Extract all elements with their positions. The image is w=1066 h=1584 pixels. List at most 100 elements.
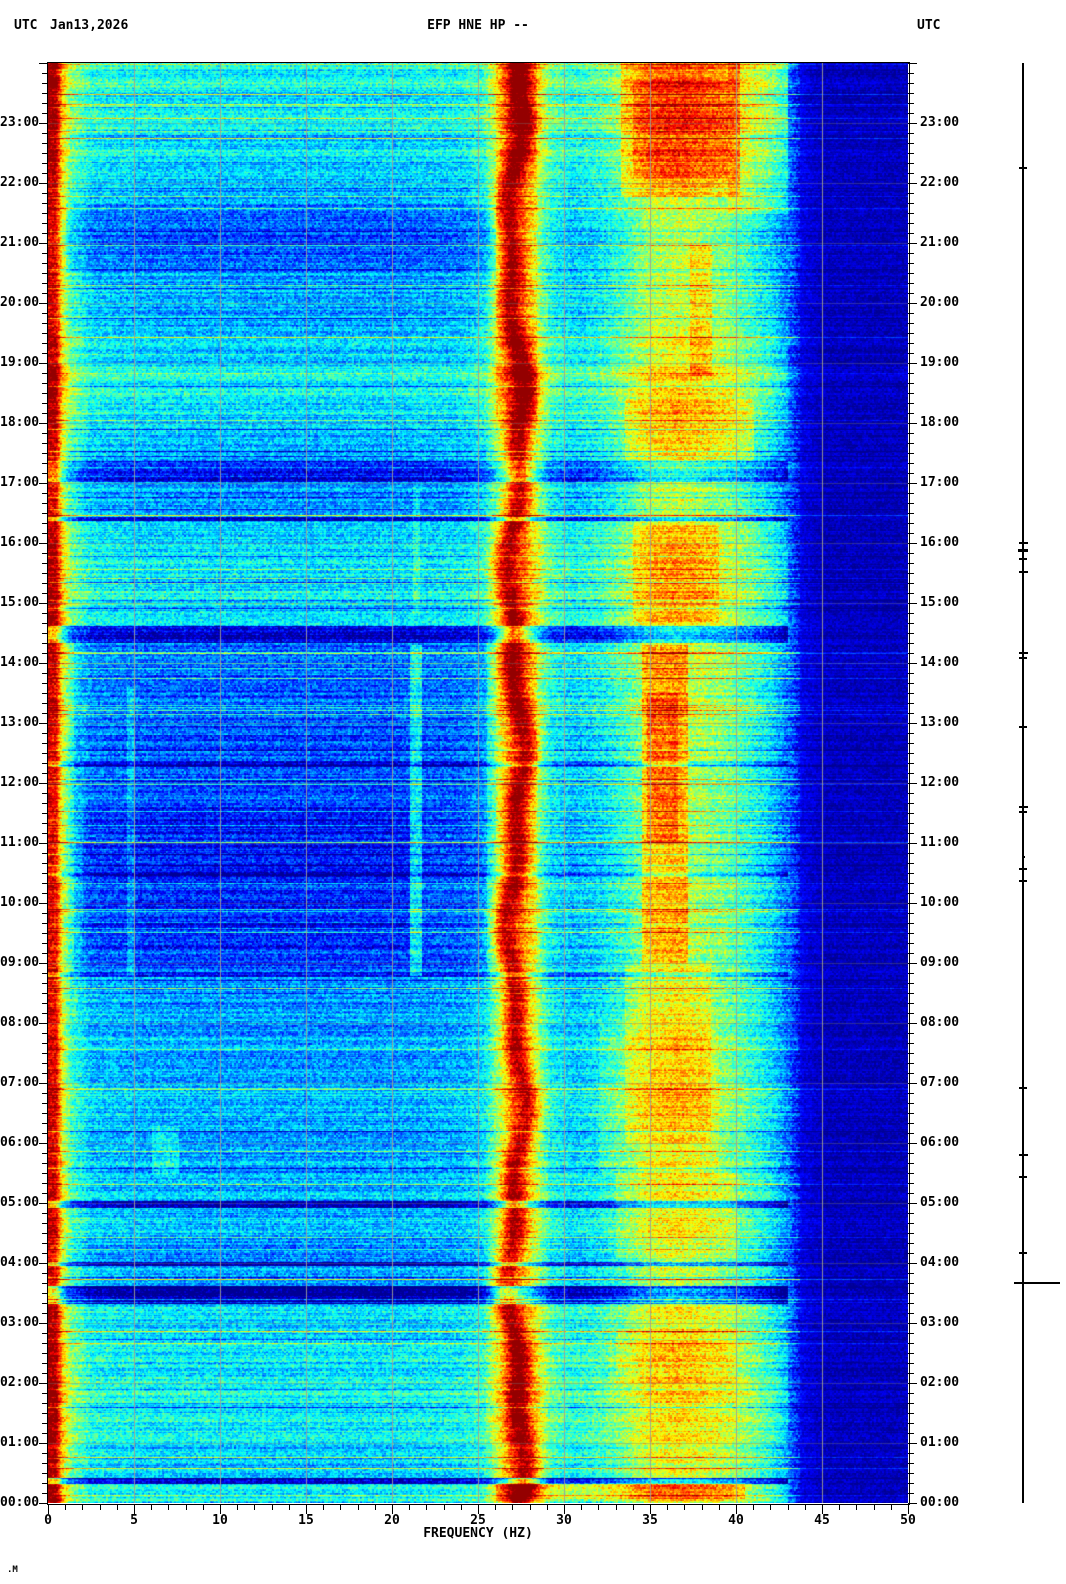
y-minor-tick [42, 793, 48, 794]
x-minor-tick [701, 1504, 703, 1510]
y-major-tick [39, 1443, 48, 1444]
y-minor-tick [908, 153, 914, 154]
y-minor-tick [42, 103, 48, 104]
x-minor-tick [168, 1504, 170, 1510]
y-minor-tick [908, 703, 914, 704]
y-minor-tick [908, 413, 914, 414]
x-minor-tick [546, 1504, 548, 1510]
x-minor-tick [598, 1504, 600, 1510]
event-tick [1019, 558, 1027, 561]
hour-label-left: 03:00 [0, 1315, 40, 1330]
y-minor-tick [908, 523, 914, 524]
x-minor-tick [581, 1504, 583, 1510]
hour-label-right: 10:00 [920, 895, 960, 910]
x-major-tick [392, 1504, 393, 1514]
y-minor-tick [908, 653, 914, 654]
x-minor-tick [512, 1504, 514, 1510]
y-minor-tick [908, 873, 914, 874]
y-minor-tick [908, 1473, 914, 1474]
y-minor-tick [42, 833, 48, 834]
y-major-tick [908, 903, 917, 904]
y-minor-tick [908, 713, 914, 714]
y-minor-tick [908, 733, 914, 734]
y-minor-tick [42, 1183, 48, 1184]
y-major-tick [39, 1323, 48, 1324]
y-major-tick [39, 603, 48, 604]
x-minor-tick [529, 1504, 531, 1510]
y-minor-tick [908, 403, 914, 404]
hour-label-right: 12:00 [920, 775, 960, 790]
hour-label-left: 01:00 [0, 1435, 40, 1450]
y-minor-tick [908, 73, 914, 74]
y-minor-tick [908, 1373, 914, 1374]
y-minor-tick [42, 83, 48, 84]
y-minor-tick [42, 813, 48, 814]
y-minor-tick [42, 193, 48, 194]
hour-label-left: 20:00 [0, 295, 40, 310]
x-tick-label: 10 [212, 1513, 228, 1528]
y-minor-tick [42, 1213, 48, 1214]
event-tick [1019, 811, 1027, 814]
y-minor-tick [42, 623, 48, 624]
y-minor-tick [908, 1093, 914, 1094]
y-major-tick [908, 1323, 917, 1324]
hour-label-left: 13:00 [0, 715, 40, 730]
y-minor-tick [42, 993, 48, 994]
y-minor-tick [42, 353, 48, 354]
y-minor-tick [908, 883, 914, 884]
y-minor-tick [42, 1473, 48, 1474]
y-minor-tick [908, 273, 914, 274]
y-minor-tick [908, 433, 914, 434]
y-minor-tick [42, 173, 48, 174]
y-minor-tick [908, 1043, 914, 1044]
hour-label-right: 05:00 [920, 1195, 960, 1210]
hour-label-left: 07:00 [0, 1075, 40, 1090]
y-minor-tick [908, 293, 914, 294]
y-major-tick [908, 423, 917, 424]
x-minor-tick [116, 1504, 118, 1510]
y-minor-tick [908, 373, 914, 374]
y-minor-tick [42, 573, 48, 574]
hour-label-left: 05:00 [0, 1195, 40, 1210]
y-minor-tick [908, 693, 914, 694]
y-minor-tick [42, 703, 48, 704]
y-minor-tick [42, 673, 48, 674]
x-minor-tick [839, 1504, 841, 1510]
y-minor-tick [42, 1303, 48, 1304]
event-tick [1019, 1251, 1027, 1254]
x-minor-tick [202, 1504, 204, 1510]
y-major-tick [908, 183, 917, 184]
y-minor-tick [908, 253, 914, 254]
hour-label-left: 19:00 [0, 355, 40, 370]
hour-label-left: 17:00 [0, 475, 40, 490]
x-minor-tick [615, 1504, 617, 1510]
hour-label-right: 04:00 [920, 1255, 960, 1270]
x-tick-label: 0 [44, 1513, 52, 1528]
y-major-tick [908, 123, 917, 124]
y-minor-tick [42, 613, 48, 614]
y-minor-tick [42, 593, 48, 594]
y-minor-tick [42, 1233, 48, 1234]
y-minor-tick [42, 233, 48, 234]
x-tick-label: 15 [298, 1513, 314, 1528]
y-minor-tick [42, 1373, 48, 1374]
y-minor-tick [908, 743, 914, 744]
hour-label-right: 14:00 [920, 655, 960, 670]
hour-label-left: 06:00 [0, 1135, 40, 1150]
y-major-tick [908, 63, 917, 64]
y-minor-tick [42, 1483, 48, 1484]
y-minor-tick [42, 1363, 48, 1364]
y-major-tick [908, 843, 917, 844]
x-major-tick [306, 1504, 307, 1514]
y-minor-tick [908, 83, 914, 84]
x-minor-tick [340, 1504, 342, 1510]
x-major-tick [48, 1504, 49, 1514]
y-minor-tick [42, 1243, 48, 1244]
y-minor-tick [42, 743, 48, 744]
y-minor-tick [908, 1423, 914, 1424]
y-minor-tick [908, 1033, 914, 1034]
y-minor-tick [42, 753, 48, 754]
y-major-tick [39, 483, 48, 484]
y-minor-tick [42, 203, 48, 204]
y-minor-tick [42, 503, 48, 504]
